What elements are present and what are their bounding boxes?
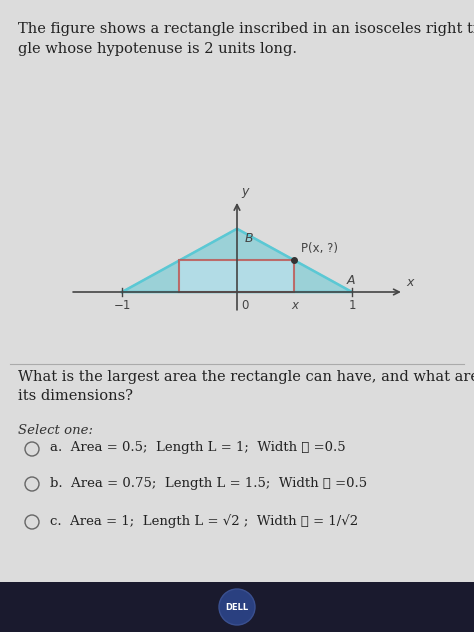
Text: DELL: DELL bbox=[226, 602, 248, 612]
Text: c.  Area = 1;  Length L = √2 ;  Width ℓ = 1/√2: c. Area = 1; Length L = √2 ; Width ℓ = 1… bbox=[50, 514, 358, 528]
Bar bbox=[0, 582, 474, 632]
Text: x: x bbox=[406, 276, 413, 289]
Text: a.  Area = 0.5;  Length L = 1;  Width ℓ =0.5: a. Area = 0.5; Length L = 1; Width ℓ =0.… bbox=[50, 442, 346, 454]
Text: A: A bbox=[346, 274, 355, 288]
Text: B: B bbox=[245, 232, 254, 245]
Polygon shape bbox=[122, 229, 352, 292]
Text: −1: −1 bbox=[113, 299, 131, 312]
Circle shape bbox=[219, 589, 255, 625]
Bar bbox=[180, 260, 294, 292]
Text: x: x bbox=[291, 299, 298, 312]
Text: y: y bbox=[242, 185, 249, 198]
Text: P(x, ?): P(x, ?) bbox=[301, 243, 338, 255]
Text: What is the largest area the rectangle can have, and what are
its dimensions?: What is the largest area the rectangle c… bbox=[18, 370, 474, 403]
Text: Select one:: Select one: bbox=[18, 424, 93, 437]
Text: 0: 0 bbox=[241, 299, 249, 312]
Text: 1: 1 bbox=[348, 299, 356, 312]
Text: The figure shows a rectangle inscribed in an isosceles right trian-
gle whose hy: The figure shows a rectangle inscribed i… bbox=[18, 22, 474, 56]
Text: b.  Area = 0.75;  Length L = 1.5;  Width ℓ =0.5: b. Area = 0.75; Length L = 1.5; Width ℓ … bbox=[50, 477, 367, 490]
